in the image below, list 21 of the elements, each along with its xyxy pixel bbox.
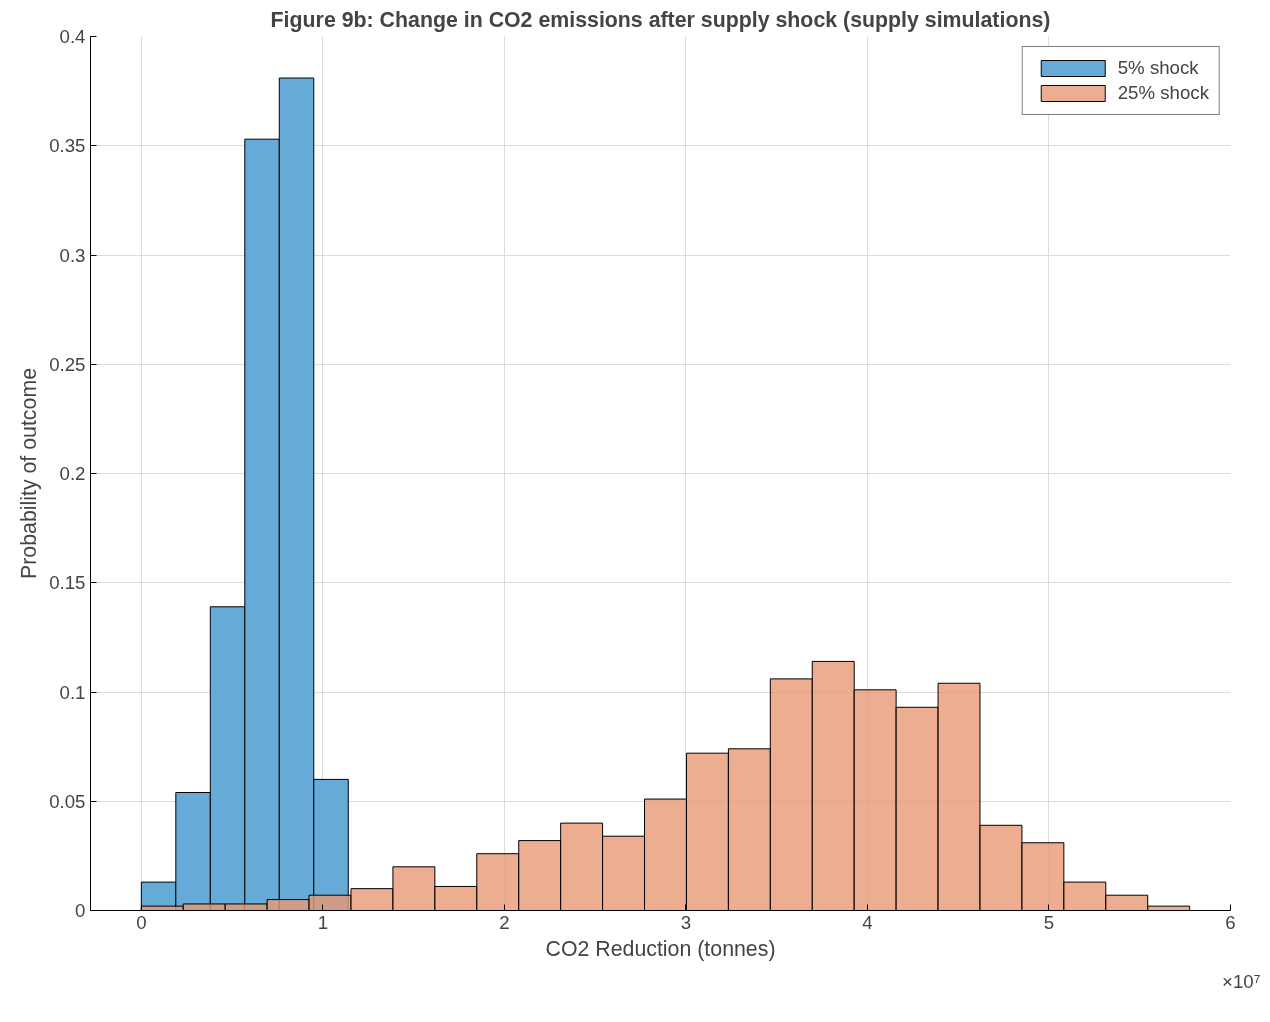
legend-label: 25% shock xyxy=(1117,82,1209,104)
y-tick-label: 0.4 xyxy=(59,26,86,47)
x-tick-label: 2 xyxy=(499,911,510,933)
y-tick-label: 0.1 xyxy=(59,681,86,703)
y-tick-label: 0.3 xyxy=(59,244,86,266)
x-tick-label: 1 xyxy=(317,911,329,933)
x-tick-label: 5 xyxy=(1043,911,1055,933)
y-tick-label: 0.25 xyxy=(49,353,86,375)
text: ×10⁷ xyxy=(1222,970,1261,992)
y-tick-label: 0.2 xyxy=(59,463,86,484)
y-tick-label: 0.15 xyxy=(49,572,86,594)
y-tick-label: 0.05 xyxy=(49,790,86,812)
x-axis-title: CO2 Reduction (tonnes) xyxy=(545,936,776,961)
x-tick-label: 4 xyxy=(862,911,873,933)
legend-label: 5% shock xyxy=(1117,57,1199,79)
y-axis-title: Probability of outcome xyxy=(17,367,42,580)
x-tick-label: 3 xyxy=(680,911,692,933)
x-tick-label: 0 xyxy=(136,911,147,933)
y-tick-label: 0.35 xyxy=(49,135,86,157)
chart-title: Figure 9b: Change in CO2 emissions after supply shock (supply simulations) xyxy=(270,7,1051,32)
x-tick-label: 6 xyxy=(1225,911,1236,933)
